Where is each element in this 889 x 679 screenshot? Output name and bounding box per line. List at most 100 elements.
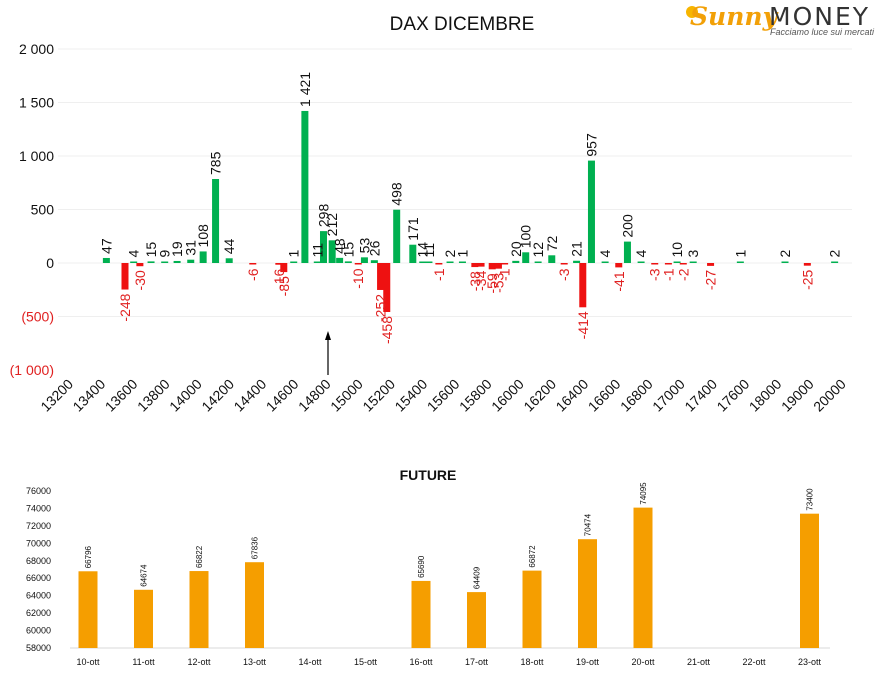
x-tick-label: 15400: [391, 376, 430, 415]
bar: [736, 261, 744, 263]
bar: [831, 261, 839, 263]
y-tick-label: 2 000: [19, 41, 54, 57]
future-data-label: 66796: [84, 545, 93, 568]
bar: [637, 261, 645, 263]
bar: [136, 263, 144, 267]
bar: [548, 255, 556, 263]
future-y-tick-label: 58000: [26, 643, 51, 653]
x-tick-label: 16600: [585, 376, 624, 415]
bars: [102, 110, 839, 313]
data-label: -85: [276, 276, 292, 296]
data-label: 11: [421, 243, 437, 258]
bar: [512, 260, 520, 263]
future-data-label: 65690: [417, 555, 426, 578]
logo-money: MONEY: [769, 2, 871, 31]
bar: [435, 263, 443, 265]
future-y-tick-label: 76000: [26, 486, 51, 496]
future-bar: [78, 571, 98, 648]
data-label: 1 421: [297, 72, 313, 107]
bar: [534, 261, 542, 263]
bar: [501, 263, 509, 265]
data-label: -248: [117, 293, 133, 321]
x-tick-label: 15000: [327, 376, 366, 415]
data-label: 3: [685, 250, 701, 258]
data-label: 31: [183, 240, 199, 256]
x-tick-label: 15200: [359, 376, 398, 415]
data-label: 12: [530, 242, 546, 258]
future-bar: [245, 562, 264, 648]
data-label: 2: [827, 250, 843, 258]
x-tick-label: 17000: [649, 376, 688, 415]
future-x-tick-label: 18-ott: [520, 657, 544, 667]
data-label: 9: [157, 250, 173, 258]
x-tick-label: 20000: [810, 376, 849, 415]
data-label: 212: [324, 213, 340, 237]
bar: [383, 263, 391, 313]
bar: [471, 263, 479, 268]
x-tick-label: 17600: [713, 376, 752, 415]
y-tick-label: 0: [46, 255, 54, 271]
data-label: -38: [467, 271, 483, 291]
bar: [377, 263, 385, 290]
data-label: 1: [454, 250, 470, 258]
future-x-tick-label: 10-ott: [76, 657, 100, 667]
data-label: 48: [332, 238, 348, 254]
future-y-tick-label: 70000: [26, 538, 51, 548]
data-label: 10: [669, 242, 685, 258]
sun-icon: [686, 6, 698, 18]
x-tick-label: 15800: [456, 376, 495, 415]
future-x-tick-label: 23-ott: [798, 657, 822, 667]
bar: [707, 263, 715, 266]
bar: [147, 261, 155, 263]
future-y-tick-label: 64000: [26, 591, 51, 601]
future-y-axis-tick-labels: 58000 60000 62000 64000 66000 68000 70000 72000…: [26, 486, 51, 653]
bar: [522, 252, 530, 263]
bar: [102, 257, 110, 263]
data-label: 19: [169, 241, 185, 257]
data-label: 298: [315, 204, 331, 228]
future-data-label: 74095: [639, 482, 648, 505]
data-label: -3: [647, 268, 663, 281]
future-x-tick-label: 21-ott: [687, 657, 711, 667]
future-chart-title: FUTURE: [400, 467, 457, 483]
data-label: -6: [245, 268, 261, 281]
x-tick-label: 16800: [617, 376, 656, 415]
data-label: 26: [366, 240, 382, 256]
data-label: 53: [356, 238, 372, 254]
data-label: 2: [442, 250, 458, 258]
future-data-label: 64409: [473, 566, 482, 589]
data-label: -10: [350, 268, 366, 288]
future-data-label: 73400: [806, 488, 815, 511]
bar: [573, 260, 581, 263]
bar: [446, 261, 454, 263]
data-label: -1: [660, 268, 676, 281]
data-label: 171: [405, 217, 421, 241]
data-label: 20: [508, 241, 524, 257]
data-label: 957: [583, 133, 599, 157]
x-tick-label: 16200: [520, 376, 559, 415]
bar: [187, 259, 195, 263]
x-tick-label: 14200: [198, 376, 237, 415]
future-x-tick-label: 14-ott: [298, 657, 322, 667]
bar: [425, 261, 433, 263]
bar: [130, 261, 138, 263]
future-bar: [189, 571, 209, 648]
data-label: 11: [309, 243, 325, 258]
future-y-tick-label: 68000: [26, 556, 51, 566]
bar: [280, 263, 288, 273]
data-label: 108: [195, 224, 211, 248]
future-bar: [800, 513, 819, 648]
dax-options-chart: DAX DICEMBRE 2 000 1 500 1 000 500 0 (500) (1 …: [10, 14, 852, 415]
x-tick-label: 14400: [230, 376, 269, 415]
data-label: 1: [732, 250, 748, 258]
data-label: 785: [208, 151, 224, 175]
future-x-tick-label: 17-ott: [465, 657, 489, 667]
data-label: 4: [597, 250, 613, 258]
bar: [301, 110, 309, 263]
bar: [409, 244, 417, 263]
bar: [313, 261, 321, 263]
bar: [664, 263, 672, 265]
data-label: -16: [271, 268, 287, 288]
bar: [161, 261, 169, 263]
